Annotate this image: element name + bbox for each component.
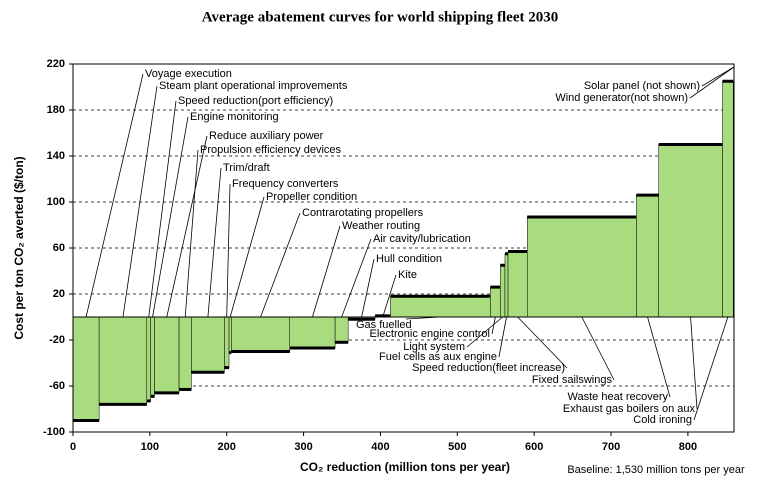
measure-label: Steam plant operational improvements <box>159 80 348 92</box>
measure-label: Fixed sailswings <box>532 374 613 386</box>
leader-line <box>466 316 503 348</box>
measure-label: Contrarotating propellers <box>302 207 424 219</box>
abatement-bar <box>504 253 509 318</box>
abatement-bar <box>228 316 232 353</box>
abatement-bar <box>490 286 501 318</box>
x-axis-label: CO₂ reduction (million tons per year) <box>300 460 510 474</box>
measure-label: Propeller condition <box>266 191 357 203</box>
leader-line <box>498 316 507 358</box>
measure-label: Hull condition <box>376 253 442 265</box>
x-tick-label: 800 <box>679 441 697 453</box>
measure-label: Cold ironing <box>633 414 692 426</box>
x-tick-label: 700 <box>602 441 620 453</box>
x-tick-label: 300 <box>294 441 312 453</box>
y-tick-label: -20 <box>49 334 65 346</box>
measure-label: Gas fuelled <box>356 319 412 331</box>
x-tick-label: 400 <box>371 441 389 453</box>
abatement-bar <box>658 144 723 318</box>
abatement-bar <box>72 316 100 421</box>
measure-label: Exhaust gas boilers on aux <box>563 403 696 415</box>
plot-frame <box>72 63 735 433</box>
y-axis-label: Cost per ton CO₂ averted ($/ton) <box>12 156 26 339</box>
x-tick-label: 0 <box>70 441 76 453</box>
leader-line <box>229 196 265 318</box>
abatement-bar <box>636 194 659 318</box>
leader-line <box>226 183 231 318</box>
leader-line <box>341 238 372 318</box>
measure-label: Engine monitoring <box>190 111 279 123</box>
leader-line <box>690 316 698 410</box>
y-tick-label: 140 <box>47 150 65 162</box>
abatement-bar <box>154 316 180 394</box>
abatement-bar <box>178 316 192 390</box>
abatement-bar <box>526 216 637 318</box>
y-tick-label: 220 <box>47 58 65 70</box>
abatement-bar <box>150 316 155 397</box>
leader-line <box>701 66 735 87</box>
leader-line <box>517 316 568 369</box>
abatement-bar <box>191 316 225 373</box>
measure-label: Electronic engine control <box>370 328 490 340</box>
x-tick-label: 200 <box>218 441 236 453</box>
leader-line <box>382 274 397 318</box>
leader-line <box>166 135 208 318</box>
y-tick-label: 60 <box>53 242 65 254</box>
x-tick-label: 600 <box>525 441 543 453</box>
abatement-bar <box>146 316 151 402</box>
abatement-bar <box>722 81 734 318</box>
measure-label: Propulsion efficiency devices <box>200 144 342 156</box>
leader-line <box>85 73 144 318</box>
leader-line <box>693 316 729 421</box>
leader-line <box>122 85 158 318</box>
leader-line <box>491 316 496 335</box>
leader-line <box>361 258 375 318</box>
x-tick-label: 500 <box>448 441 466 453</box>
abatement-bar <box>507 251 528 318</box>
leader-line <box>148 100 177 318</box>
y-tick-label: 180 <box>47 104 65 116</box>
baseline-note: Baseline: 1,530 million tons per year <box>567 464 745 476</box>
measure-label: Air cavity/lubrication <box>373 233 471 245</box>
measure-label: Waste heat recovery <box>568 391 669 403</box>
y-tick-label: 100 <box>47 196 65 208</box>
abatement-bar <box>390 296 491 318</box>
leader-line <box>689 66 735 99</box>
leader-line <box>152 116 189 318</box>
leader-line <box>312 225 341 318</box>
measure-label: Trim/draft <box>223 162 270 174</box>
leader-line <box>405 316 441 320</box>
measure-label: Solar panel (not shown) <box>584 80 700 92</box>
leader-line <box>647 316 671 398</box>
abatement-bar <box>289 316 336 349</box>
measure-label: Wind generator(not shown) <box>555 92 688 104</box>
measure-label: Reduce auxiliary power <box>209 130 324 142</box>
chart-title: Average abatement curves for world shipp… <box>202 9 558 25</box>
measure-label: Fuel cells as aux engine <box>379 351 497 363</box>
measure-label: Weather routing <box>342 220 420 232</box>
measure-label: Voyage execution <box>145 68 232 80</box>
leader-line <box>184 149 199 318</box>
x-tick-label: 100 <box>141 441 159 453</box>
measure-label: Frequency converters <box>232 178 339 190</box>
y-tick-label: 20 <box>53 288 65 300</box>
measure-label: Speed reduction(fleet increase) <box>412 362 565 374</box>
y-tick-label: -60 <box>49 380 65 392</box>
abatement-bar <box>231 316 290 352</box>
leader-line <box>260 212 301 318</box>
measure-label: Kite <box>398 269 417 281</box>
abatement-bar <box>98 316 148 405</box>
abatement-bar <box>224 316 230 368</box>
measure-label: Speed reduction(port efficiency) <box>178 95 333 107</box>
abatement-bar <box>334 316 349 343</box>
measure-label: Light system <box>403 341 465 353</box>
abatement-bar <box>500 265 506 318</box>
leader-line <box>581 316 615 381</box>
y-tick-label: -100 <box>43 426 65 438</box>
leader-line <box>207 167 222 318</box>
